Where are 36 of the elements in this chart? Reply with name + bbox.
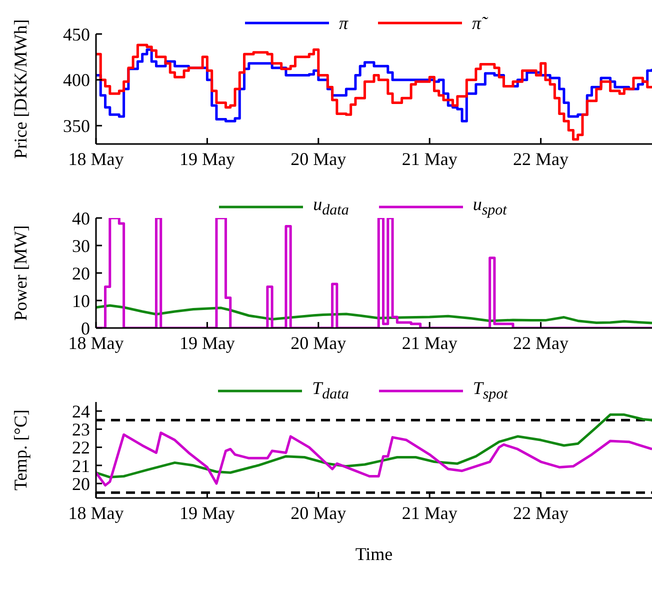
x-tick-label: 18 May [68, 148, 124, 169]
y-tick-label: 21 [72, 456, 90, 476]
y-tick-label: 20 [72, 474, 90, 494]
x-tick-label: 21 May [402, 502, 458, 523]
y-tick-label: 0 [81, 318, 90, 338]
y-tick-label: 23 [72, 420, 90, 440]
x-tick-label: 20 May [290, 502, 346, 523]
y-tick-label: 400 [63, 70, 90, 90]
x-tick-label: 19 May [179, 332, 235, 353]
x-tick-label: 18 May [68, 502, 124, 523]
y-axis-title: Power [MW] [10, 225, 30, 321]
x-tick-label: 21 May [402, 148, 458, 169]
y-tick-label: 30 [72, 236, 90, 256]
legend-label: π [338, 12, 348, 34]
legend-label: T$_{spot}$ [472, 378, 508, 404]
x-tick-label: 19 May [179, 502, 235, 523]
x-tick-label: 19 May [179, 148, 235, 169]
x-tick-label: 21 May [402, 332, 458, 353]
x-tick-label: 20 May [290, 332, 346, 353]
y-axis-title: Temp. [°C] [10, 410, 30, 490]
y-tick-label: 10 [72, 290, 90, 311]
x-tick-label: 22 May [513, 502, 569, 523]
legend-label: T$_{data}$ [312, 378, 349, 404]
x-tick-label: 22 May [513, 148, 569, 169]
y-tick-label: 20 [72, 263, 90, 284]
legend-label: u$_{spot}$ [472, 194, 507, 220]
y-tick-label: 22 [72, 438, 90, 458]
y-axis-title: Price [DKK/MWh] [10, 19, 30, 159]
y-tick-label: 40 [72, 208, 90, 228]
x-tick-label: 22 May [513, 332, 569, 353]
y-tick-label: 350 [63, 116, 90, 136]
x-tick-label: 20 May [290, 148, 346, 169]
y-tick-label: 24 [72, 401, 90, 422]
y-tick-label: 450 [63, 24, 90, 44]
legend-label: u$_{data}$ [313, 194, 349, 220]
x-axis-title: Time [355, 544, 393, 564]
